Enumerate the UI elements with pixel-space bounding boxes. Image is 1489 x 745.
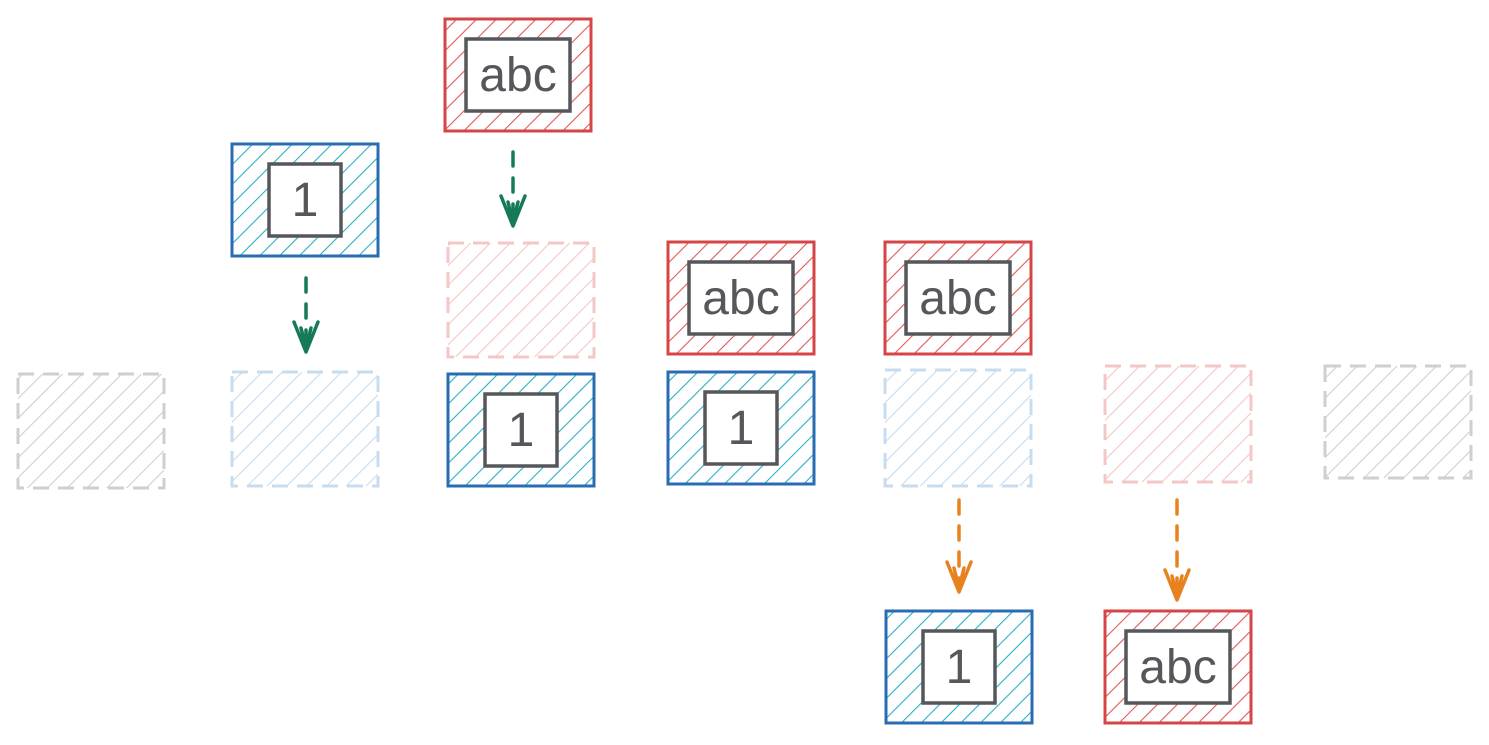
value-label-box — [921, 629, 997, 705]
value-label-box — [1124, 629, 1232, 705]
arrow-push-str — [499, 150, 527, 228]
value-label-box — [464, 37, 572, 113]
block-str-incoming: abc — [443, 17, 593, 133]
empty-slot-box — [446, 241, 596, 359]
arrows-layer — [292, 150, 1191, 602]
value-label-box — [687, 260, 795, 336]
value-label-box — [267, 162, 343, 238]
value-label-text: 1 — [508, 404, 535, 457]
value-label-text: abc — [1139, 641, 1216, 694]
block-str-stacked-b: abc — [666, 240, 816, 356]
block-slot-int-vacated — [883, 368, 1033, 488]
block-slot-str-target — [446, 241, 596, 359]
value-label-text: 1 — [728, 402, 755, 455]
block-slot-str-vacated — [1103, 364, 1253, 484]
empty-slot-box — [1103, 364, 1253, 484]
block-int-outgoing: 1 — [884, 609, 1034, 725]
block-int-stacked-a: 1 — [446, 372, 596, 488]
value-label-text: abc — [479, 49, 556, 102]
blocks-layer: 1 abc 1 abc 1 abc 1 abc — [16, 17, 1473, 725]
block-slot-int-target — [230, 370, 380, 488]
block-str-stacked-c: abc — [883, 240, 1033, 356]
empty-slot-box — [230, 370, 380, 488]
block-slot-empty-2 — [1323, 364, 1473, 480]
value-label-box — [904, 260, 1012, 336]
arrow-pop-int — [945, 498, 973, 594]
block-int-incoming: 1 — [230, 142, 380, 258]
arrow-pop-str — [1163, 498, 1191, 602]
value-label-box — [703, 390, 779, 466]
block-int-stacked-b: 1 — [666, 370, 816, 486]
value-label-text: 1 — [292, 174, 319, 227]
value-label-text: abc — [919, 272, 996, 325]
value-label-text: abc — [702, 272, 779, 325]
empty-slot-box — [883, 368, 1033, 488]
block-slot-empty-1 — [16, 372, 166, 490]
value-label-text: 1 — [946, 641, 973, 694]
arrow-push-int — [292, 276, 320, 354]
empty-slot-box — [1323, 364, 1473, 480]
value-label-box — [483, 392, 559, 468]
block-str-outgoing: abc — [1103, 609, 1253, 725]
empty-slot-box — [16, 372, 166, 490]
